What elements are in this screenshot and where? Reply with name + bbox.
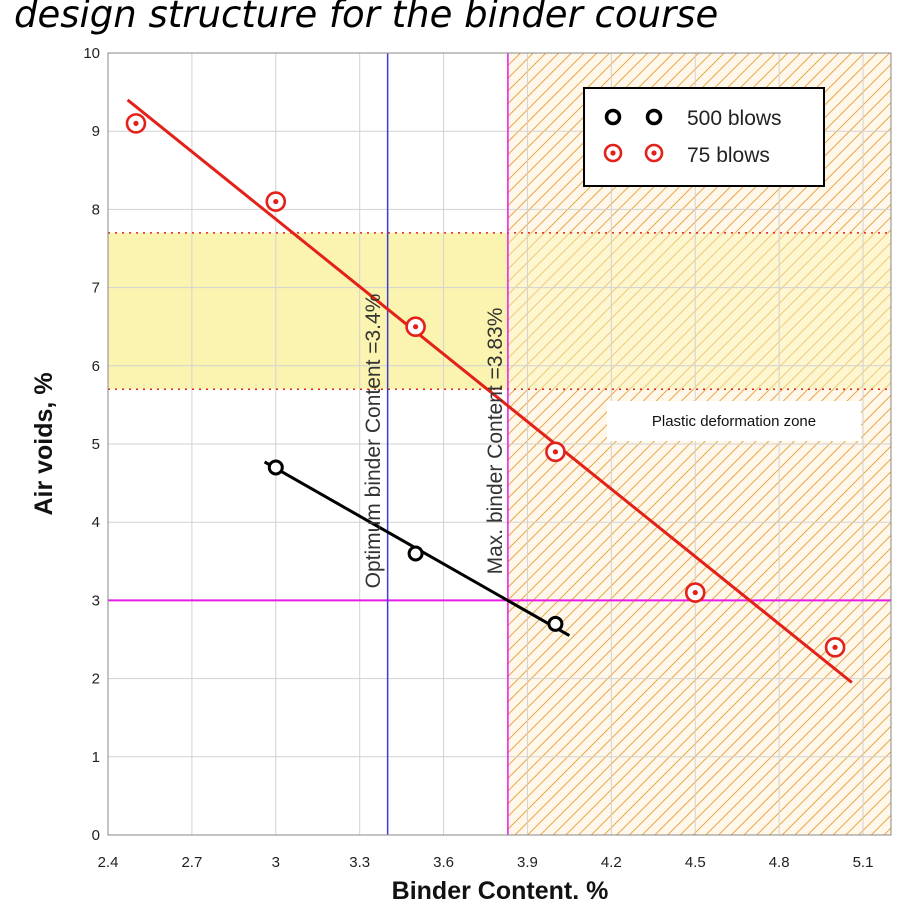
y-axis-title: Air voids, % bbox=[30, 372, 58, 515]
x-tick-label: 3 bbox=[272, 854, 280, 871]
y-tick-label: 10 bbox=[83, 45, 100, 62]
legend-marker-75-blows-dot bbox=[651, 150, 657, 156]
plastic-zone-label: Plastic deformation zone bbox=[652, 413, 816, 430]
legend-marker-75-blows-dot bbox=[610, 150, 616, 156]
y-tick-label: 3 bbox=[92, 592, 100, 609]
x-tick-label: 2.7 bbox=[181, 854, 202, 871]
plot-frame bbox=[107, 52, 892, 836]
x-tick-label: 3.3 bbox=[349, 854, 370, 871]
point-75-blows-dot bbox=[413, 324, 419, 330]
y-tick-label: 6 bbox=[92, 358, 100, 375]
y-tick-label: 5 bbox=[92, 436, 100, 453]
x-tick-label: 4.2 bbox=[601, 854, 622, 871]
y-tick-label: 9 bbox=[92, 123, 100, 140]
legend-label-500-blows: 500 blows bbox=[687, 107, 782, 130]
x-tick-label: 3.6 bbox=[433, 854, 454, 871]
y-tick-label: 8 bbox=[92, 201, 100, 218]
chart-title: design structure for the binder course bbox=[14, 0, 719, 36]
point-500-blows bbox=[267, 459, 284, 476]
legend: 500 blows 75 blows bbox=[583, 87, 825, 187]
plastic-zone-label-box bbox=[607, 401, 861, 441]
point-500-blows bbox=[547, 615, 564, 632]
point-75-blows-dot bbox=[133, 120, 139, 126]
x-axis-title: Binder Content. % bbox=[392, 877, 609, 905]
point-75-blows-dot bbox=[832, 644, 838, 650]
point-75-blows-dot bbox=[552, 449, 559, 455]
trendline-series-2 bbox=[126, 98, 853, 684]
legend-label-75-blows: 75 blows bbox=[687, 144, 770, 167]
legend-marker-500-blows bbox=[604, 108, 622, 126]
y-tick-label: 2 bbox=[92, 671, 100, 688]
optimum-binder-annotation: Optimum binder Content =3.4% bbox=[362, 294, 385, 589]
x-tick-label: 4.5 bbox=[685, 854, 706, 871]
y-tick-label: 0 bbox=[92, 827, 100, 844]
y-tick-label: 7 bbox=[92, 280, 100, 297]
x-tick-label: 5.1 bbox=[853, 854, 874, 871]
max-binder-annotation: Max. binder Content =3.83% bbox=[484, 308, 507, 575]
legend-box bbox=[583, 87, 825, 187]
x-tick-label: 2.4 bbox=[98, 854, 119, 871]
y-tick-label: 1 bbox=[92, 749, 100, 766]
point-500-blows bbox=[407, 545, 424, 562]
point-75-blows-dot bbox=[273, 198, 279, 205]
band-zone-overlap bbox=[507, 232, 891, 390]
x-tick-label: 4.8 bbox=[769, 854, 790, 871]
y-tick-label: 4 bbox=[92, 514, 100, 531]
x-tick-label: 3.9 bbox=[517, 854, 538, 871]
legend-marker-500-blows bbox=[645, 108, 663, 126]
point-75-blows-dot bbox=[692, 589, 698, 596]
